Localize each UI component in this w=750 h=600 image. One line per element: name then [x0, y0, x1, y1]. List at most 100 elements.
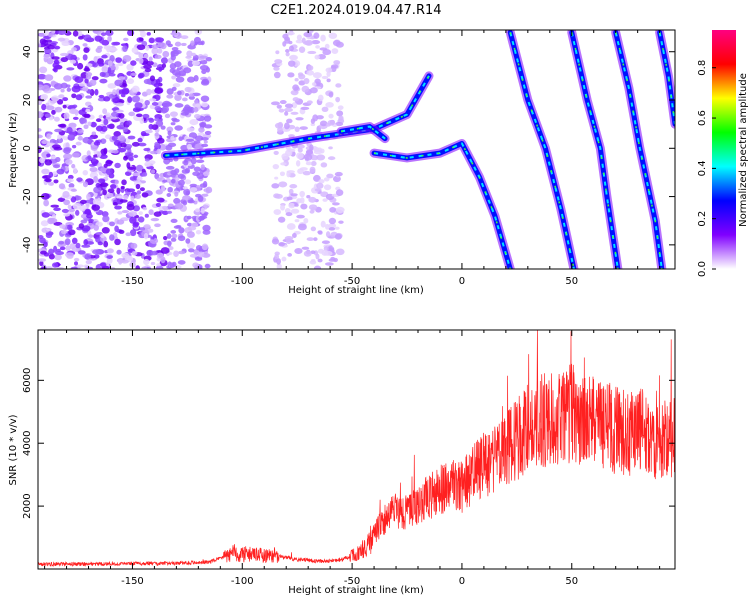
noise-point	[305, 161, 312, 166]
noise-point	[287, 72, 295, 78]
noise-point	[38, 258, 47, 262]
noise-point	[115, 102, 124, 107]
noise-point	[117, 147, 127, 153]
noise-point	[67, 174, 74, 180]
noise-point	[107, 188, 115, 194]
noise-point	[123, 37, 129, 42]
colorbar-tick-label: 0.6	[697, 110, 708, 126]
spectrogram-frame	[37, 29, 676, 270]
noise-point	[80, 219, 88, 224]
noise-point	[319, 120, 328, 127]
noise-point	[123, 155, 128, 161]
x-tick-label: 50	[565, 576, 578, 587]
noise-point	[140, 130, 147, 137]
noise-point	[169, 262, 175, 269]
noise-point	[51, 109, 56, 115]
noise-point	[316, 182, 324, 189]
noise-point	[103, 96, 111, 102]
noise-point	[144, 158, 150, 162]
noise-point	[167, 240, 172, 247]
noise-point	[313, 237, 318, 242]
noise-point	[106, 257, 113, 264]
noise-point	[160, 185, 165, 192]
noise-point	[59, 246, 66, 251]
noise-point	[126, 203, 135, 211]
noise-point	[70, 196, 77, 203]
noise-point	[99, 262, 107, 267]
feature-peak	[614, 32, 663, 269]
noise-point	[186, 50, 193, 58]
noise-point	[99, 182, 109, 188]
noise-point	[54, 157, 61, 163]
noise-point	[307, 65, 314, 71]
noise-point	[306, 70, 315, 76]
noise-point	[40, 95, 47, 100]
noise-point	[127, 135, 136, 140]
noise-point	[123, 194, 129, 200]
noise-point	[154, 87, 163, 94]
y-tick-label: -20	[22, 188, 33, 204]
noise-point	[196, 172, 205, 180]
noise-point	[40, 250, 47, 255]
noise-point	[135, 107, 144, 111]
noise-point	[291, 102, 298, 109]
noise-point	[95, 118, 102, 123]
noise-point	[328, 217, 337, 225]
noise-point	[288, 202, 296, 209]
noise-point	[200, 40, 205, 46]
noise-point	[135, 164, 144, 172]
noise-point	[178, 227, 185, 234]
noise-point	[321, 75, 329, 80]
noise-point	[182, 200, 188, 206]
noise-point	[41, 212, 50, 218]
noise-point	[180, 111, 189, 116]
noise-point	[321, 240, 330, 245]
noise-point	[83, 124, 89, 130]
noise-point	[162, 235, 168, 241]
noise-point	[284, 103, 294, 109]
noise-point	[68, 229, 76, 236]
noise-point	[170, 135, 175, 141]
noise-point	[160, 247, 170, 254]
noise-point	[51, 262, 59, 268]
noise-point	[92, 30, 99, 34]
noise-point	[173, 197, 181, 205]
noise-point	[308, 204, 318, 211]
noise-point	[64, 238, 71, 246]
noise-point	[172, 49, 182, 55]
noise-point	[38, 73, 47, 80]
noise-point	[162, 50, 170, 58]
noise-point	[131, 95, 141, 103]
noise-point	[170, 169, 177, 176]
noise-point	[139, 98, 144, 103]
noise-point	[141, 266, 148, 269]
noise-point	[59, 224, 66, 229]
noise-point	[67, 224, 73, 231]
noise-point	[71, 47, 78, 52]
x-tick-label: -50	[344, 576, 360, 587]
noise-point	[114, 162, 121, 169]
noise-point	[151, 101, 159, 106]
noise-point	[156, 148, 161, 155]
noise-point	[199, 183, 208, 188]
noise-point	[74, 109, 79, 116]
noise-point	[38, 111, 44, 119]
noise-point	[47, 181, 55, 186]
noise-point	[320, 34, 326, 42]
noise-point	[174, 191, 179, 197]
noise-point	[117, 211, 123, 215]
noise-point	[120, 43, 129, 47]
noise-point	[296, 214, 305, 219]
noise-point	[309, 87, 318, 94]
noise-point	[300, 106, 310, 111]
noise-point	[87, 136, 94, 140]
noise-point	[94, 88, 99, 96]
noise-point	[52, 164, 61, 169]
noise-point	[309, 209, 315, 214]
snr-panel: -150 -100 -50 0 50 2000 4000 6000 Height of str…	[8, 329, 676, 596]
noise-point	[136, 176, 143, 181]
noise-point	[108, 73, 116, 77]
noise-point	[44, 74, 54, 81]
noise-point	[77, 62, 84, 70]
noise-point	[130, 242, 138, 249]
